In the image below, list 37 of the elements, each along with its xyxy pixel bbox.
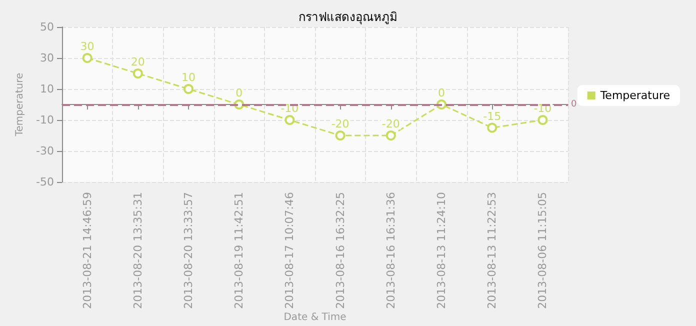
data-label: 30 [80, 40, 94, 53]
data-label: -20 [382, 118, 400, 130]
legend-label: Temperature [599, 89, 670, 102]
point [386, 130, 396, 140]
y-axis-title: Temperature [14, 72, 26, 138]
x-tick-label: 2013-08-13 11:24:10 [435, 192, 448, 309]
point [82, 53, 92, 63]
ref-line-label: 0 [571, 100, 577, 110]
data-label: 0 [438, 86, 445, 100]
data-label: -15 [483, 110, 502, 123]
x-tick-label: 2013-08-16 16:31:36 [384, 192, 398, 309]
point [487, 122, 498, 133]
data-label: 20 [130, 56, 145, 68]
y-tick-label: 30 [40, 52, 54, 64]
x-tick-label: 2013-08-16 16:32:25 [334, 192, 347, 309]
x-tick-label: 2013-08-06 11:15:05 [536, 192, 550, 309]
x-axis-title: Date & Time [284, 312, 346, 324]
chart-title: กราฟแสดงอุณหภูมิ [298, 10, 398, 25]
x-tick-label: 2013-08-20 13:33:57 [182, 192, 195, 309]
y-tick-label: 10 [40, 82, 54, 96]
x-tick-label: 2013-08-19 11:42:51 [232, 192, 246, 309]
y-tick-label: -50 [36, 176, 54, 188]
point [284, 115, 295, 125]
y-tick-label: -30 [36, 144, 54, 158]
y-tick-label: -10 [36, 114, 54, 126]
point [335, 130, 346, 140]
point [132, 68, 143, 78]
data-label: 10 [182, 71, 196, 84]
data-label: 0 [236, 86, 243, 100]
x-tick-label: 2013-08-13 11:22:53 [486, 192, 499, 309]
point [184, 84, 194, 94]
x-tick-label: 2013-08-17 10:07:46 [283, 192, 296, 309]
y-tick-label: 50 [40, 20, 54, 34]
x-tick-label: 2013-08-21 14:46:59 [80, 192, 94, 309]
point [538, 115, 548, 125]
data-label: -20 [331, 118, 350, 130]
x-tick-label: 2013-08-20 13:35:31 [131, 192, 144, 309]
